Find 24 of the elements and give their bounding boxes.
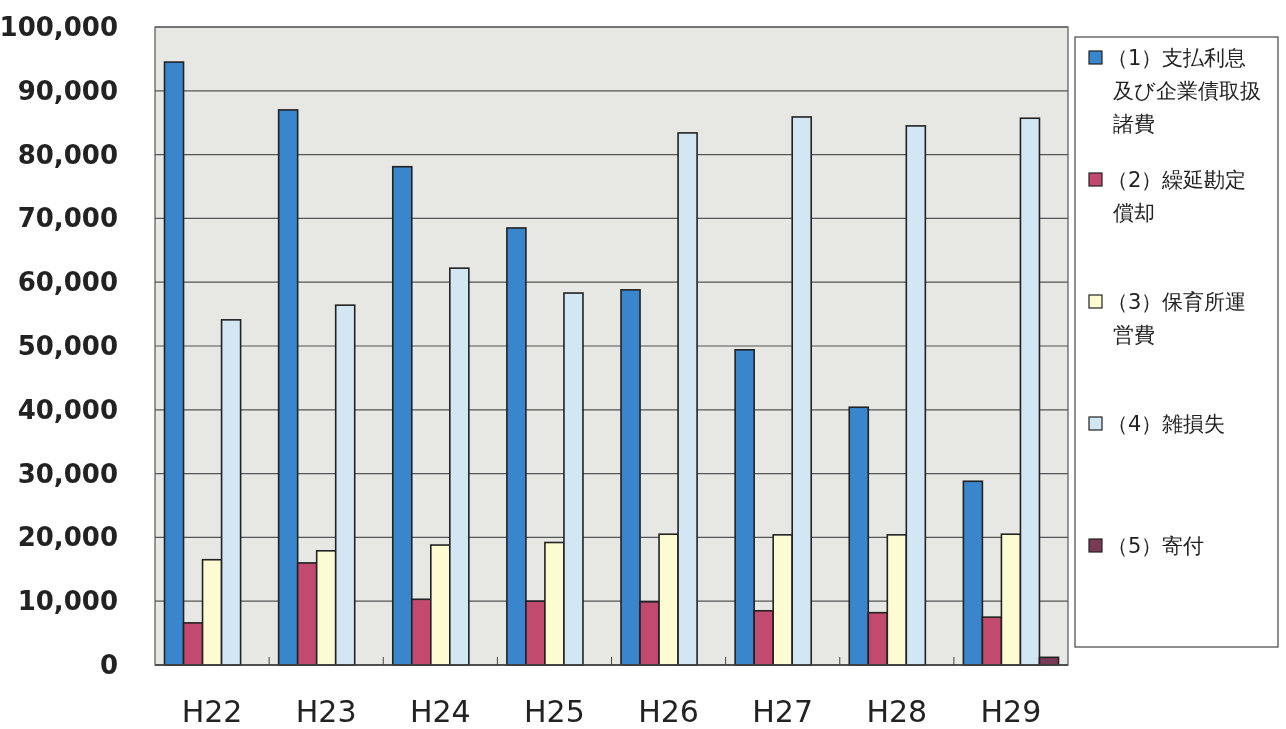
x-tick-label: H25	[524, 694, 585, 729]
x-tick-label: H24	[409, 694, 471, 729]
legend-label: （2）繰延勘定償却	[1107, 168, 1247, 225]
x-tick-label: H29	[980, 694, 1042, 729]
legend-label: （5）寄付	[1107, 534, 1205, 558]
y-tick-label: 0	[99, 650, 118, 680]
y-tick-label: 50,000	[17, 331, 118, 361]
y-tick-label: 100,000	[0, 12, 118, 42]
y-tick-label: 70,000	[17, 203, 118, 234]
x-tick-label: H23	[295, 694, 357, 729]
legend-label: （1）支払利息及び企業債取扱諸費	[1107, 46, 1261, 136]
x-tick-label: H22	[181, 694, 243, 729]
y-tick-label: 80,000	[17, 139, 118, 170]
y-tick-label: 20,000	[17, 522, 118, 553]
x-tick-label: H28	[866, 694, 928, 729]
y-tick-label: 60,000	[17, 267, 118, 298]
x-tick-label: H26	[638, 694, 699, 729]
y-tick-label: 10,000	[17, 586, 118, 617]
legend-label: （4）雑損失	[1107, 412, 1226, 436]
y-tick-label: 90,000	[17, 75, 118, 106]
x-tick-label: H27	[752, 694, 814, 729]
legend-label: （3）保育所運営費	[1107, 290, 1247, 347]
y-tick-label: 30,000	[17, 458, 118, 489]
y-tick-label: 40,000	[17, 394, 118, 425]
